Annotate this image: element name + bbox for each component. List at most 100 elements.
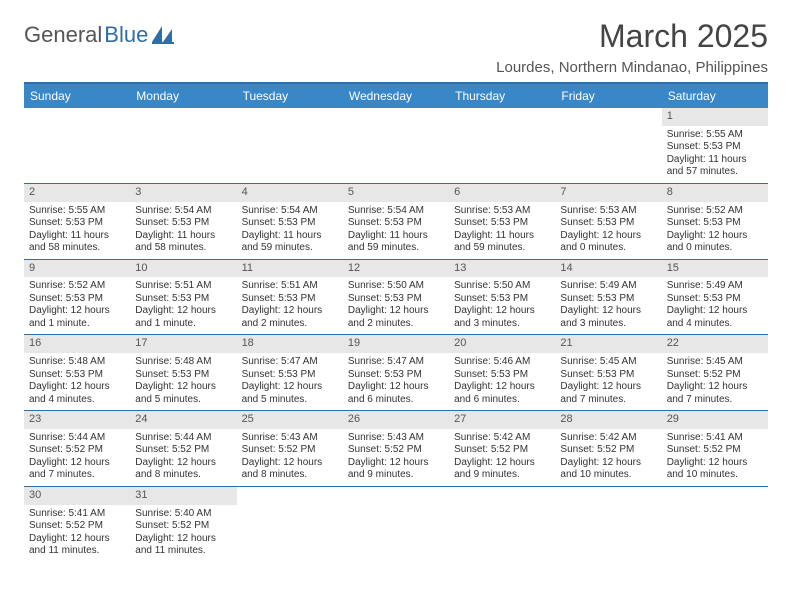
calendar-cell: 4Sunrise: 5:54 AMSunset: 5:53 PMDaylight… bbox=[237, 184, 343, 259]
weekday-fri: Friday bbox=[555, 84, 661, 108]
sunrise-text: Sunrise: 5:42 AM bbox=[560, 432, 656, 445]
calendar-cell: 13Sunrise: 5:50 AMSunset: 5:53 PMDayligh… bbox=[449, 260, 555, 335]
sunset-text: Sunset: 5:52 PM bbox=[667, 369, 763, 382]
sunrise-text: Sunrise: 5:52 AM bbox=[667, 205, 763, 218]
weekday-mon: Monday bbox=[130, 84, 236, 108]
day-number: 18 bbox=[237, 335, 343, 353]
daylight-text: Daylight: 12 hours and 7 minutes. bbox=[667, 381, 763, 406]
calendar-cell: 15Sunrise: 5:49 AMSunset: 5:53 PMDayligh… bbox=[662, 260, 768, 335]
daylight-text: Daylight: 12 hours and 11 minutes. bbox=[135, 533, 231, 558]
calendar-cell: 11Sunrise: 5:51 AMSunset: 5:53 PMDayligh… bbox=[237, 260, 343, 335]
calendar-cell: 31Sunrise: 5:40 AMSunset: 5:52 PMDayligh… bbox=[130, 487, 236, 562]
daylight-text: Daylight: 12 hours and 5 minutes. bbox=[135, 381, 231, 406]
day-number: 30 bbox=[24, 487, 130, 505]
daylight-text: Daylight: 12 hours and 4 minutes. bbox=[29, 381, 125, 406]
day-number: 8 bbox=[662, 184, 768, 202]
sunrise-text: Sunrise: 5:48 AM bbox=[135, 356, 231, 369]
sunrise-text: Sunrise: 5:53 AM bbox=[560, 205, 656, 218]
day-number: 25 bbox=[237, 411, 343, 429]
calendar-cell: 10Sunrise: 5:51 AMSunset: 5:53 PMDayligh… bbox=[130, 260, 236, 335]
daylight-text: Daylight: 11 hours and 59 minutes. bbox=[348, 230, 444, 255]
sunrise-text: Sunrise: 5:49 AM bbox=[667, 280, 763, 293]
sunrise-text: Sunrise: 5:42 AM bbox=[454, 432, 550, 445]
sunset-text: Sunset: 5:53 PM bbox=[667, 141, 763, 154]
calendar-cell bbox=[343, 108, 449, 183]
calendar-cell: 18Sunrise: 5:47 AMSunset: 5:53 PMDayligh… bbox=[237, 335, 343, 410]
weekday-wed: Wednesday bbox=[343, 84, 449, 108]
sunrise-text: Sunrise: 5:47 AM bbox=[242, 356, 338, 369]
brand-logo: GeneralBlue bbox=[24, 22, 174, 48]
sunset-text: Sunset: 5:53 PM bbox=[667, 293, 763, 306]
sunrise-text: Sunrise: 5:50 AM bbox=[454, 280, 550, 293]
day-number: 15 bbox=[662, 260, 768, 278]
daylight-text: Daylight: 12 hours and 5 minutes. bbox=[242, 381, 338, 406]
daylight-text: Daylight: 12 hours and 2 minutes. bbox=[348, 305, 444, 330]
sunset-text: Sunset: 5:53 PM bbox=[667, 217, 763, 230]
calendar-cell: 20Sunrise: 5:46 AMSunset: 5:53 PMDayligh… bbox=[449, 335, 555, 410]
day-number: 28 bbox=[555, 411, 661, 429]
day-number: 10 bbox=[130, 260, 236, 278]
day-body: Sunrise: 5:51 AMSunset: 5:53 PMDaylight:… bbox=[130, 277, 236, 334]
weekday-sun: Sunday bbox=[24, 84, 130, 108]
day-number: 20 bbox=[449, 335, 555, 353]
day-body: Sunrise: 5:50 AMSunset: 5:53 PMDaylight:… bbox=[343, 277, 449, 334]
calendar-cell: 17Sunrise: 5:48 AMSunset: 5:53 PMDayligh… bbox=[130, 335, 236, 410]
calendar-cell: 21Sunrise: 5:45 AMSunset: 5:53 PMDayligh… bbox=[555, 335, 661, 410]
calendar-cell: 24Sunrise: 5:44 AMSunset: 5:52 PMDayligh… bbox=[130, 411, 236, 486]
calendar-cell: 19Sunrise: 5:47 AMSunset: 5:53 PMDayligh… bbox=[343, 335, 449, 410]
sunrise-text: Sunrise: 5:46 AM bbox=[454, 356, 550, 369]
day-body: Sunrise: 5:41 AMSunset: 5:52 PMDaylight:… bbox=[24, 505, 130, 562]
calendar-cell: 12Sunrise: 5:50 AMSunset: 5:53 PMDayligh… bbox=[343, 260, 449, 335]
weekday-tue: Tuesday bbox=[237, 84, 343, 108]
day-number: 22 bbox=[662, 335, 768, 353]
day-number: 21 bbox=[555, 335, 661, 353]
sunset-text: Sunset: 5:52 PM bbox=[135, 444, 231, 457]
calendar-cell: 1Sunrise: 5:55 AMSunset: 5:53 PMDaylight… bbox=[662, 108, 768, 183]
brand-name-a: General bbox=[24, 22, 102, 48]
day-number: 23 bbox=[24, 411, 130, 429]
calendar-week: 2Sunrise: 5:55 AMSunset: 5:53 PMDaylight… bbox=[24, 184, 768, 260]
day-body: Sunrise: 5:45 AMSunset: 5:52 PMDaylight:… bbox=[662, 353, 768, 410]
day-body: Sunrise: 5:49 AMSunset: 5:53 PMDaylight:… bbox=[662, 277, 768, 334]
daylight-text: Daylight: 12 hours and 6 minutes. bbox=[348, 381, 444, 406]
day-number: 6 bbox=[449, 184, 555, 202]
day-number: 19 bbox=[343, 335, 449, 353]
sunrise-text: Sunrise: 5:52 AM bbox=[29, 280, 125, 293]
calendar-cell: 30Sunrise: 5:41 AMSunset: 5:52 PMDayligh… bbox=[24, 487, 130, 562]
daylight-text: Daylight: 12 hours and 2 minutes. bbox=[242, 305, 338, 330]
sunset-text: Sunset: 5:52 PM bbox=[135, 520, 231, 533]
weekday-sat: Saturday bbox=[662, 84, 768, 108]
daylight-text: Daylight: 12 hours and 7 minutes. bbox=[560, 381, 656, 406]
daylight-text: Daylight: 12 hours and 8 minutes. bbox=[242, 457, 338, 482]
calendar-week: 1Sunrise: 5:55 AMSunset: 5:53 PMDaylight… bbox=[24, 108, 768, 184]
day-body: Sunrise: 5:41 AMSunset: 5:52 PMDaylight:… bbox=[662, 429, 768, 486]
calendar-cell bbox=[130, 108, 236, 183]
sunrise-text: Sunrise: 5:54 AM bbox=[348, 205, 444, 218]
sunrise-text: Sunrise: 5:55 AM bbox=[29, 205, 125, 218]
calendar-cell: 9Sunrise: 5:52 AMSunset: 5:53 PMDaylight… bbox=[24, 260, 130, 335]
day-body: Sunrise: 5:53 AMSunset: 5:53 PMDaylight:… bbox=[449, 202, 555, 259]
daylight-text: Daylight: 12 hours and 9 minutes. bbox=[348, 457, 444, 482]
sunset-text: Sunset: 5:53 PM bbox=[29, 217, 125, 230]
brand-name-b: Blue bbox=[104, 22, 148, 48]
sunset-text: Sunset: 5:53 PM bbox=[242, 217, 338, 230]
day-body: Sunrise: 5:44 AMSunset: 5:52 PMDaylight:… bbox=[130, 429, 236, 486]
weekday-header: Sunday Monday Tuesday Wednesday Thursday… bbox=[24, 84, 768, 108]
daylight-text: Daylight: 12 hours and 10 minutes. bbox=[560, 457, 656, 482]
daylight-text: Daylight: 12 hours and 4 minutes. bbox=[667, 305, 763, 330]
day-body: Sunrise: 5:50 AMSunset: 5:53 PMDaylight:… bbox=[449, 277, 555, 334]
day-body: Sunrise: 5:54 AMSunset: 5:53 PMDaylight:… bbox=[130, 202, 236, 259]
calendar-cell bbox=[24, 108, 130, 183]
sunset-text: Sunset: 5:53 PM bbox=[560, 217, 656, 230]
calendar-cell: 25Sunrise: 5:43 AMSunset: 5:52 PMDayligh… bbox=[237, 411, 343, 486]
calendar-cell bbox=[555, 487, 661, 562]
daylight-text: Daylight: 12 hours and 0 minutes. bbox=[667, 230, 763, 255]
sunrise-text: Sunrise: 5:41 AM bbox=[29, 508, 125, 521]
sunrise-text: Sunrise: 5:43 AM bbox=[242, 432, 338, 445]
sunrise-text: Sunrise: 5:48 AM bbox=[29, 356, 125, 369]
day-body: Sunrise: 5:42 AMSunset: 5:52 PMDaylight:… bbox=[449, 429, 555, 486]
calendar-cell: 28Sunrise: 5:42 AMSunset: 5:52 PMDayligh… bbox=[555, 411, 661, 486]
calendar-cell bbox=[449, 487, 555, 562]
sunrise-text: Sunrise: 5:41 AM bbox=[667, 432, 763, 445]
calendar-cell: 26Sunrise: 5:43 AMSunset: 5:52 PMDayligh… bbox=[343, 411, 449, 486]
